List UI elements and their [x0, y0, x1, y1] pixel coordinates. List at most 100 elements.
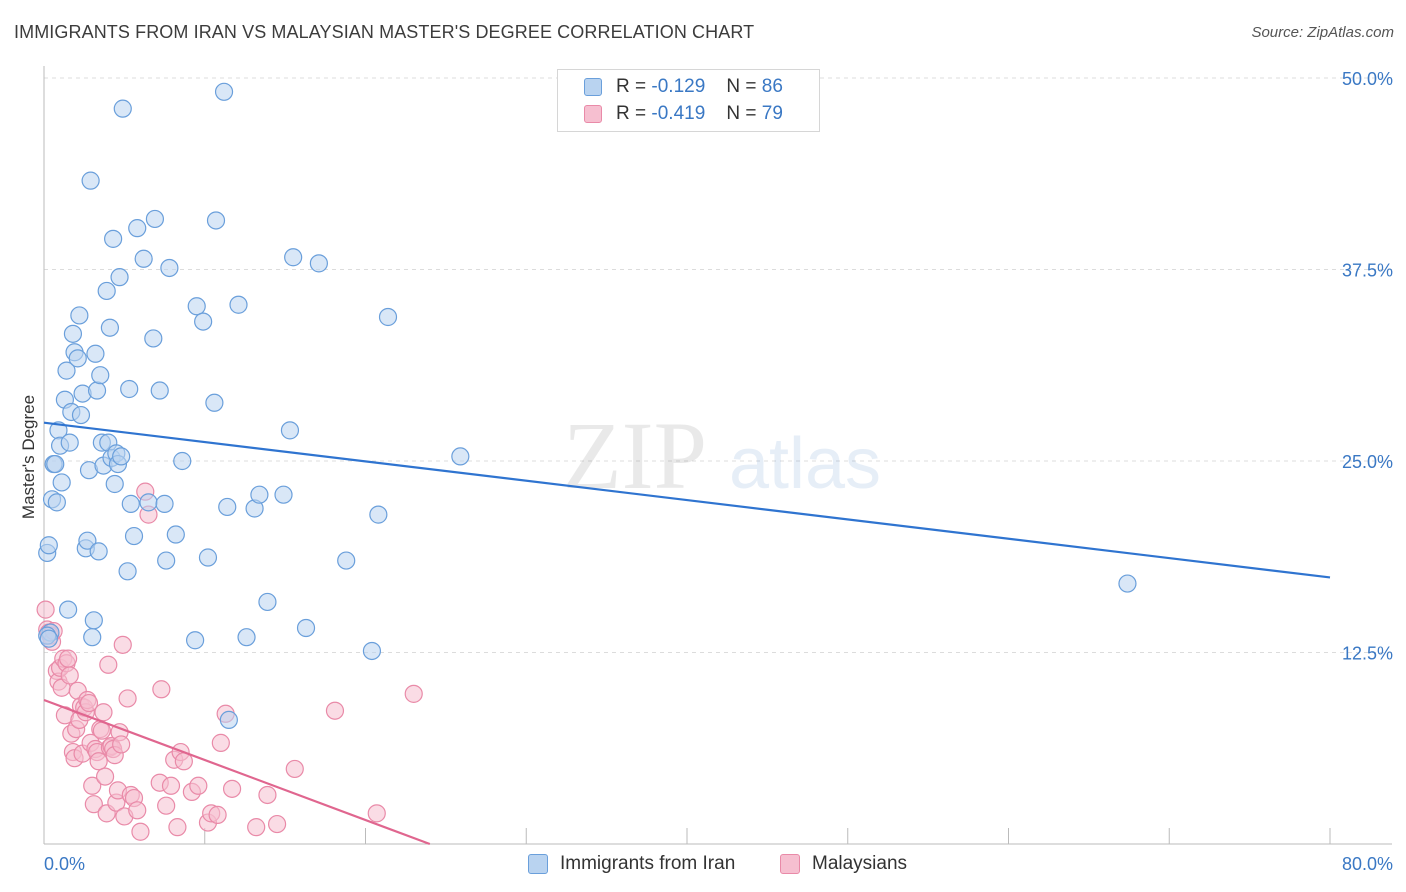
iran-point [378, 307, 398, 327]
iran-point [194, 312, 213, 331]
y-tick-label: 50.0% [1342, 69, 1393, 89]
malaysians-point [99, 655, 118, 674]
malaysians-point [89, 752, 108, 771]
malaysians-point [152, 680, 171, 699]
iran-point [63, 324, 83, 343]
iran-point [206, 211, 226, 230]
malaysians-point [325, 701, 345, 720]
legend-n-value: 86 [761, 76, 783, 97]
iran-point [284, 248, 303, 267]
iran-point [451, 447, 470, 466]
iran-point [229, 295, 248, 314]
iran-point [68, 349, 87, 368]
iran-point [124, 526, 144, 546]
iran-point [121, 494, 140, 513]
iran-point [1118, 574, 1137, 593]
iran-point [89, 542, 108, 561]
malaysians-trend-line [43, 698, 431, 846]
x-tick-label: 0.0% [44, 854, 85, 874]
iran-point [110, 268, 129, 287]
iran-point [71, 405, 91, 425]
iran-point [309, 254, 328, 273]
iran-point [59, 600, 78, 619]
iran-point [52, 473, 71, 492]
watermark-atlas: atlas [729, 424, 881, 504]
iran-point [280, 421, 300, 440]
iran-point [47, 493, 66, 512]
iran-point [104, 229, 123, 248]
iran-point [86, 344, 105, 363]
iran-points [38, 82, 1137, 730]
iran-point [134, 249, 153, 268]
iran-point [173, 451, 192, 471]
malaysians-point [258, 785, 277, 805]
iran-point [150, 381, 169, 400]
grid-lines [44, 77, 1392, 653]
watermark: ZIP atlas [563, 402, 881, 509]
iran-point [113, 99, 132, 118]
iran-point [155, 494, 174, 513]
iran-point [91, 366, 110, 385]
iran-point [362, 641, 382, 661]
iran-point [160, 258, 179, 278]
legend-r-value: -0.419 [651, 103, 706, 124]
iran-point [39, 629, 58, 648]
malaysians-point [267, 814, 287, 834]
malaysians-point [94, 703, 113, 722]
y-tick-label: 12.5% [1342, 644, 1393, 664]
malaysians-point [404, 684, 423, 703]
y-tick-label: 25.0% [1342, 452, 1393, 472]
bottom-legend-swatch-malaysians [780, 854, 800, 874]
chart-title: IMMIGRANTS FROM IRAN VS MALAYSIAN MASTER… [14, 22, 755, 42]
legend-n-value: 79 [761, 103, 783, 124]
malaysians-point [157, 796, 176, 815]
legend-swatch-malaysians [584, 105, 602, 123]
malaysians-point [367, 804, 386, 823]
bottom-legend-label-iran: Immigrants from Iran [560, 853, 736, 874]
malaysians-points [36, 482, 423, 841]
bottom-legend-swatch-iran [528, 854, 548, 874]
iran-point [83, 628, 102, 647]
bottom-legend-malaysians: Malaysians [780, 851, 907, 877]
iran-point [337, 551, 356, 570]
iran-point [369, 505, 388, 524]
x-tick-label: 80.0% [1342, 854, 1393, 874]
iran-point [144, 329, 163, 348]
legend-n-label: N = [726, 103, 757, 124]
legend-row-iran: R = -0.129 N = 86 [584, 74, 783, 100]
source-credit: Source: ZipAtlas.com [1251, 24, 1394, 41]
bottom-legend-label-malaysians: Malaysians [812, 853, 908, 874]
malaysians-point [59, 649, 78, 668]
malaysians-point [36, 600, 55, 619]
y-axis-label: Master's Degree [19, 394, 38, 520]
iran-point [78, 531, 97, 550]
iran-point [237, 628, 256, 647]
iran-point [39, 536, 58, 555]
iran-point [258, 592, 277, 612]
iran-point [198, 548, 218, 567]
malaysians-point [79, 693, 99, 713]
malaysians-point [83, 776, 102, 795]
iran-point [296, 618, 316, 638]
iran-point [250, 485, 269, 504]
iran-point [274, 485, 293, 504]
iran-point [187, 297, 206, 316]
iran-point [84, 611, 103, 630]
correlation-legend: R = -0.129 N = 86 R = -0.419 N = 79 [557, 69, 820, 132]
iran-point [100, 318, 120, 337]
malaysians-point [222, 779, 242, 798]
legend-r-label: R = [616, 103, 647, 124]
malaysians-point [211, 733, 230, 752]
malaysians-point [84, 795, 103, 814]
iran-point [186, 631, 205, 650]
legend-r-label: R = [616, 76, 647, 97]
malaysians-point [128, 801, 147, 820]
iran-point [70, 306, 89, 325]
legend-n-label: N = [726, 76, 757, 97]
y-tick-label: 37.5% [1342, 261, 1393, 281]
legend-r-value: -0.129 [651, 76, 706, 97]
malaysians-point [208, 805, 227, 824]
iran-point [105, 474, 124, 494]
iran-point [57, 361, 76, 380]
